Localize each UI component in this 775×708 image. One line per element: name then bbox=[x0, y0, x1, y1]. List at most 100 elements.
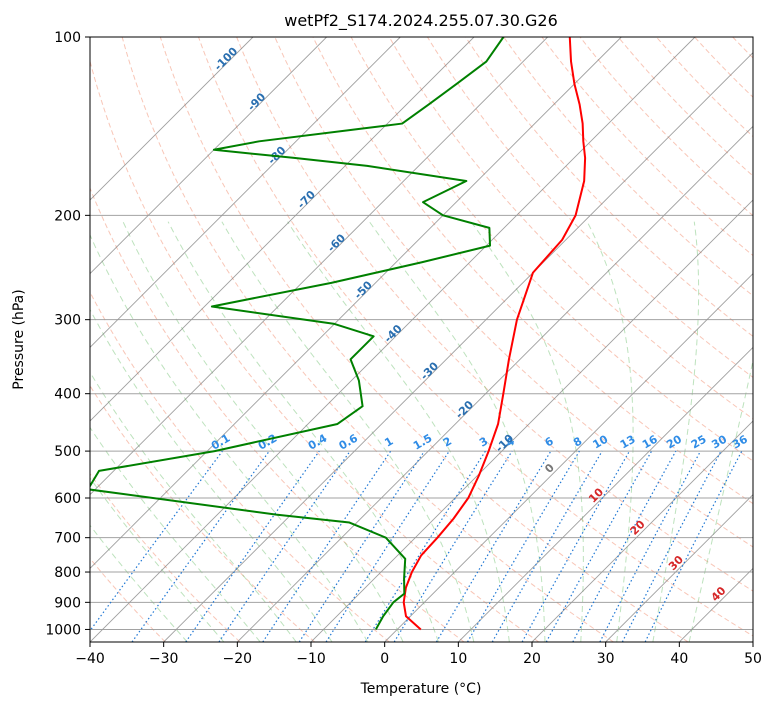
y-tick-label: 600 bbox=[54, 491, 81, 507]
isotherm-label: -90 bbox=[245, 90, 268, 113]
axes: −40 −30 −20 −10 0 10 20 30 40 5010009008007006005… bbox=[45, 30, 762, 667]
dry-adiabat-line bbox=[655, 37, 753, 138]
isotherm-label: 0 bbox=[542, 461, 557, 476]
mixing-ratio-label: 6 bbox=[543, 434, 556, 449]
moist-adiabat-line bbox=[287, 221, 510, 642]
mixing-ratio-label: 0.4 bbox=[306, 431, 330, 452]
isotherm-line bbox=[90, 37, 696, 642]
plot-area: 0.1 0.2 0.4 0.6 1 1.5 2 3 4 6 8 10 13 16 20 25 30 36-100-… bbox=[90, 37, 775, 642]
isotherm-line bbox=[679, 567, 753, 642]
isotherm-line bbox=[237, 125, 753, 642]
mixing-ratio-line bbox=[364, 450, 486, 642]
isotherm-label: 20 bbox=[628, 517, 648, 537]
mixing-ratio-line bbox=[572, 450, 677, 642]
dry-adiabat-line bbox=[579, 37, 753, 217]
moist-adiabat-line bbox=[90, 308, 333, 642]
mixing-ratio-label: 20 bbox=[664, 432, 684, 451]
dry-adiabat-line bbox=[90, 291, 390, 642]
isotherm-line bbox=[458, 346, 753, 642]
x-tick-label: 30 bbox=[597, 651, 615, 667]
moist-adiabat-line bbox=[90, 477, 225, 642]
isotherm-line bbox=[384, 273, 753, 642]
dry-adiabat-line bbox=[121, 37, 614, 642]
mixing-ratio-label: 2 bbox=[441, 435, 454, 450]
isotherm-line bbox=[90, 37, 401, 348]
mixing-ratio-label: 1 bbox=[382, 435, 395, 450]
x-tick-label: 40 bbox=[670, 651, 688, 667]
isotherm-label: 30 bbox=[666, 553, 686, 573]
dry-adiabat-line bbox=[90, 384, 316, 642]
x-tick-label: 0 bbox=[380, 651, 389, 667]
mixing-ratio-line bbox=[393, 450, 513, 642]
mixing-ratio-label: 8 bbox=[571, 435, 584, 450]
dry-adiabat-line bbox=[465, 37, 753, 337]
isotherm-line bbox=[90, 37, 548, 496]
mixing-ratio-line bbox=[325, 450, 450, 642]
mixing-ratio-label: 13 bbox=[618, 433, 638, 452]
dry-adiabat-line bbox=[771, 37, 775, 642]
mixing-ratio-line bbox=[185, 450, 320, 642]
mixing-ratio-label: 3 bbox=[477, 435, 490, 450]
moist-adiabat-line bbox=[90, 426, 261, 642]
isotherm-line bbox=[310, 199, 753, 642]
moist-adiabat-line bbox=[688, 358, 753, 642]
moist-adiabat-line bbox=[586, 221, 634, 642]
y-tick-label: 100 bbox=[54, 30, 81, 46]
moist-adiabat-line bbox=[369, 221, 546, 642]
dry-adiabat-line bbox=[426, 37, 753, 378]
mixing-ratio-line bbox=[131, 450, 270, 642]
isotherm-label: -30 bbox=[418, 359, 441, 382]
y-tick-label: 300 bbox=[54, 313, 81, 329]
isotherm-line bbox=[163, 52, 753, 642]
moist-adiabat-line bbox=[122, 221, 404, 642]
isotherm-label: -20 bbox=[453, 398, 476, 421]
y-tick-label: 500 bbox=[54, 444, 81, 460]
isotherm-label: -60 bbox=[325, 231, 348, 254]
mixing-ratio-line bbox=[435, 450, 552, 642]
dry-adiabat-line bbox=[90, 186, 465, 642]
moist-adiabat-line bbox=[470, 221, 584, 642]
y-tick-label: 200 bbox=[54, 208, 81, 224]
dry-adiabat-line bbox=[274, 37, 753, 548]
dry-adiabat-line bbox=[312, 37, 753, 505]
x-tick-label: 50 bbox=[744, 651, 762, 667]
x-tick-label: −30 bbox=[149, 651, 179, 667]
isotherm-label: 10 bbox=[586, 485, 606, 505]
dry-adiabat-line bbox=[503, 37, 753, 297]
x-axis-label: Temperature (°C) bbox=[360, 681, 482, 697]
x-tick-label: 10 bbox=[449, 651, 467, 667]
mixing-ratio-line bbox=[218, 450, 351, 642]
mixing-ratio-label: 30 bbox=[709, 432, 729, 451]
isotherm-label: -100 bbox=[212, 44, 241, 73]
dry-adiabat-line bbox=[90, 472, 241, 642]
temperature-profile-line bbox=[402, 37, 587, 631]
mixing-ratio-line bbox=[491, 450, 603, 642]
x-tick-label: −40 bbox=[75, 651, 105, 667]
dry-adiabat-line bbox=[90, 59, 540, 642]
isotherm-line bbox=[605, 494, 753, 642]
dry-adiabat-line bbox=[236, 37, 753, 592]
y-tick-label: 800 bbox=[54, 565, 81, 581]
dry-adiabat-line bbox=[732, 37, 753, 59]
isotherm-line bbox=[531, 420, 753, 642]
mixing-ratio-label: 25 bbox=[689, 433, 709, 452]
y-tick-label: 900 bbox=[54, 595, 81, 611]
mixing-ratio-line bbox=[521, 450, 631, 642]
mixing-ratio-line bbox=[466, 450, 580, 642]
mixing-ratio-label: 36 bbox=[730, 432, 750, 451]
moist-adiabat-line bbox=[167, 221, 439, 642]
dry-adiabat-line bbox=[541, 37, 753, 257]
isotherm-line bbox=[90, 37, 622, 569]
moist-adiabat-line bbox=[652, 221, 700, 642]
x-tick-label: −20 bbox=[223, 651, 253, 667]
moist-adiabat-line bbox=[90, 233, 369, 642]
y-tick-label: 400 bbox=[54, 387, 81, 403]
dry-adiabat-line bbox=[694, 37, 753, 98]
plot-frame bbox=[89, 36, 754, 643]
isotherm-label: 40 bbox=[709, 584, 729, 604]
isotherm-label: -70 bbox=[295, 188, 318, 211]
dewpoint-profile-line bbox=[90, 37, 505, 630]
dry-adiabat-line bbox=[350, 37, 753, 462]
moist-adiabat-line bbox=[90, 371, 297, 642]
